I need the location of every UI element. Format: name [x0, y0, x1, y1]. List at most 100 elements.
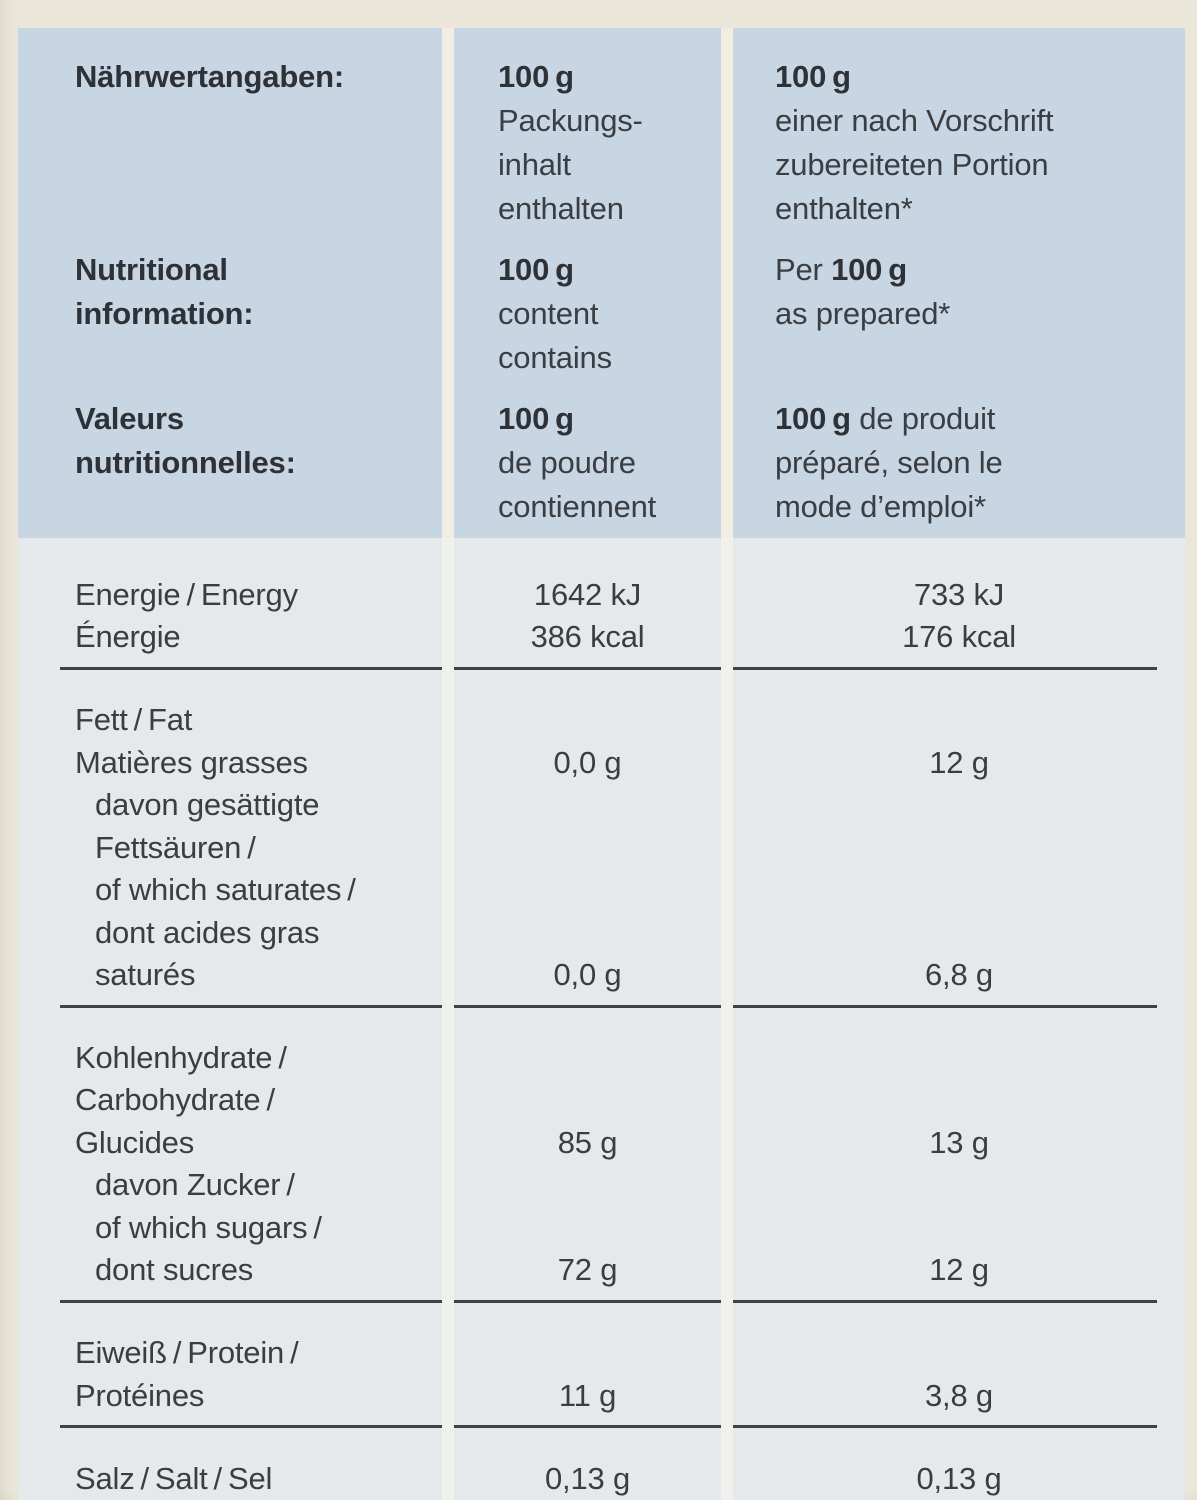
text-line: 12 g: [733, 1249, 1185, 1291]
text-line: Nutritional: [75, 248, 442, 292]
value-packet-100g: [454, 1164, 721, 1207]
value-prepared-100g: [733, 784, 1185, 827]
text: 85 g: [557, 1124, 618, 1160]
row-label-protein: Protéines: [18, 1374, 442, 1418]
text: content: [498, 296, 599, 331]
text-line: Carbohydrate /: [75, 1079, 442, 1121]
value-packet-100g: 72 g: [454, 1249, 721, 1292]
text-line: Energie / Energy: [75, 574, 442, 616]
text-line: 733 kJ: [733, 574, 1185, 616]
text-line: préparé, selon le: [775, 441, 1185, 485]
text: 386 kcal: [530, 619, 645, 655]
value-packet-100g: [454, 1316, 721, 1375]
bold-text: 100 g: [775, 401, 851, 436]
text: Eiweiß / Protein /: [75, 1335, 299, 1371]
section-divider: [18, 658, 442, 683]
header-label: Nährwertangaben:: [18, 28, 442, 248]
text-line: 100 g: [498, 55, 721, 99]
text-line: Protéines: [75, 1375, 442, 1417]
value-prepared-100g: [733, 1020, 1185, 1080]
text: Valeurs: [75, 401, 184, 436]
text-line: of which sugars /: [95, 1207, 442, 1249]
text: Nährwertangaben:: [75, 59, 344, 94]
text: as prepared*: [775, 296, 951, 331]
value-prepared-100g: [733, 869, 1185, 912]
divider-line: [733, 1425, 1157, 1429]
section-divider: [18, 1417, 442, 1442]
text-line: 13 g: [733, 1122, 1185, 1164]
text-line: of which saturates /: [95, 869, 442, 911]
divider-line: [60, 1299, 442, 1303]
text-line: 100 g de produit: [775, 397, 1185, 441]
text-line: dont sucres: [95, 1249, 442, 1291]
value-packet-100g: [454, 826, 721, 870]
row-label-carbohydrate: dont sucres: [18, 1249, 442, 1292]
text-line: as prepared*: [775, 292, 1185, 336]
text: Fett / Fat: [75, 702, 193, 738]
bold-text: 100 g: [775, 59, 851, 94]
value-prepared-100g: 176 kcal: [733, 616, 1185, 659]
text-line: enthalten: [498, 187, 721, 231]
row-label-energy: Énergie: [18, 616, 442, 659]
text-line: Fettsäuren /: [95, 827, 442, 869]
text: davon Zucker /: [95, 1167, 295, 1203]
value-prepared-100g: 12 g: [733, 741, 1185, 785]
value-prepared-100g: [733, 1164, 1185, 1207]
value-prepared-100g: [733, 683, 1185, 742]
text-line: Salz / Salt / Sel: [75, 1458, 442, 1500]
text-line: de poudre: [498, 441, 721, 485]
text-line: 386 kcal: [454, 616, 721, 658]
header-col-packet: 100 g de poudre contiennent: [454, 397, 721, 538]
text: of which sugars /: [95, 1209, 322, 1245]
section-divider: [733, 1417, 1185, 1442]
text-line: Glucides: [75, 1122, 442, 1164]
text: de produit: [850, 401, 996, 436]
text: Fettsäuren /: [95, 829, 256, 865]
divider-line: [733, 1004, 1157, 1008]
text: Énergie: [75, 619, 181, 655]
text: 72 g: [557, 1252, 618, 1288]
row-label-carbohydrate: Glucides: [18, 1121, 442, 1165]
text-line: nutritionnelles:: [75, 441, 442, 485]
divider-line: [454, 1425, 721, 1429]
value-prepared-100g: [733, 911, 1185, 955]
value-prepared-100g: 733 kJ: [733, 538, 1185, 617]
text: 176 kcal: [902, 619, 1016, 655]
text-line: Nährwertangaben:: [75, 55, 442, 99]
text: 0,0 g: [553, 744, 622, 780]
text: Carbohydrate /: [75, 1082, 275, 1118]
text: mode d’emploi*: [775, 489, 986, 524]
value-prepared-100g: 13 g: [733, 1121, 1185, 1165]
row-label-fat: davon gesättigte: [18, 784, 442, 827]
text: Nutritional: [75, 252, 228, 287]
text: 0,13 g: [545, 1460, 630, 1496]
row-label-fat: Fett / Fat: [18, 683, 442, 742]
text-line: 85 g: [454, 1122, 721, 1164]
text-line: 1642 kJ: [454, 574, 721, 616]
text: enthalten: [498, 191, 624, 226]
text: 3,8 g: [925, 1377, 993, 1413]
text-line: information:: [75, 292, 442, 336]
value-packet-100g: 0,0 g: [454, 741, 721, 785]
divider-line: [454, 1299, 721, 1303]
text: Per: [775, 252, 832, 287]
section-divider: [18, 1291, 442, 1316]
text: einer nach Vorschrift: [775, 103, 1054, 138]
text-line: einer nach Vorschrift: [775, 99, 1185, 143]
text: 1642 kJ: [533, 577, 642, 612]
row-label-energy: Energie / Energy: [18, 538, 442, 617]
text: nutritionnelles:: [75, 445, 296, 480]
divider-line: [733, 666, 1157, 670]
text-line: 72 g: [454, 1249, 721, 1291]
text: Kohlenhydrate /: [75, 1039, 287, 1075]
bold-text: 100 g: [831, 252, 907, 287]
text: Glucides: [75, 1124, 195, 1160]
divider-line: [733, 1299, 1157, 1303]
row-label-protein: Eiweiß / Protein /: [18, 1316, 442, 1375]
text-line: Kohlenhydrate /: [75, 1037, 442, 1079]
text: Energie / Energy: [75, 577, 298, 612]
value-packet-100g: 0,0 g: [454, 954, 721, 997]
section-divider: [733, 1291, 1185, 1316]
row-label-fat: of which saturates /: [18, 869, 442, 912]
text-line: 6,8 g: [733, 954, 1185, 996]
